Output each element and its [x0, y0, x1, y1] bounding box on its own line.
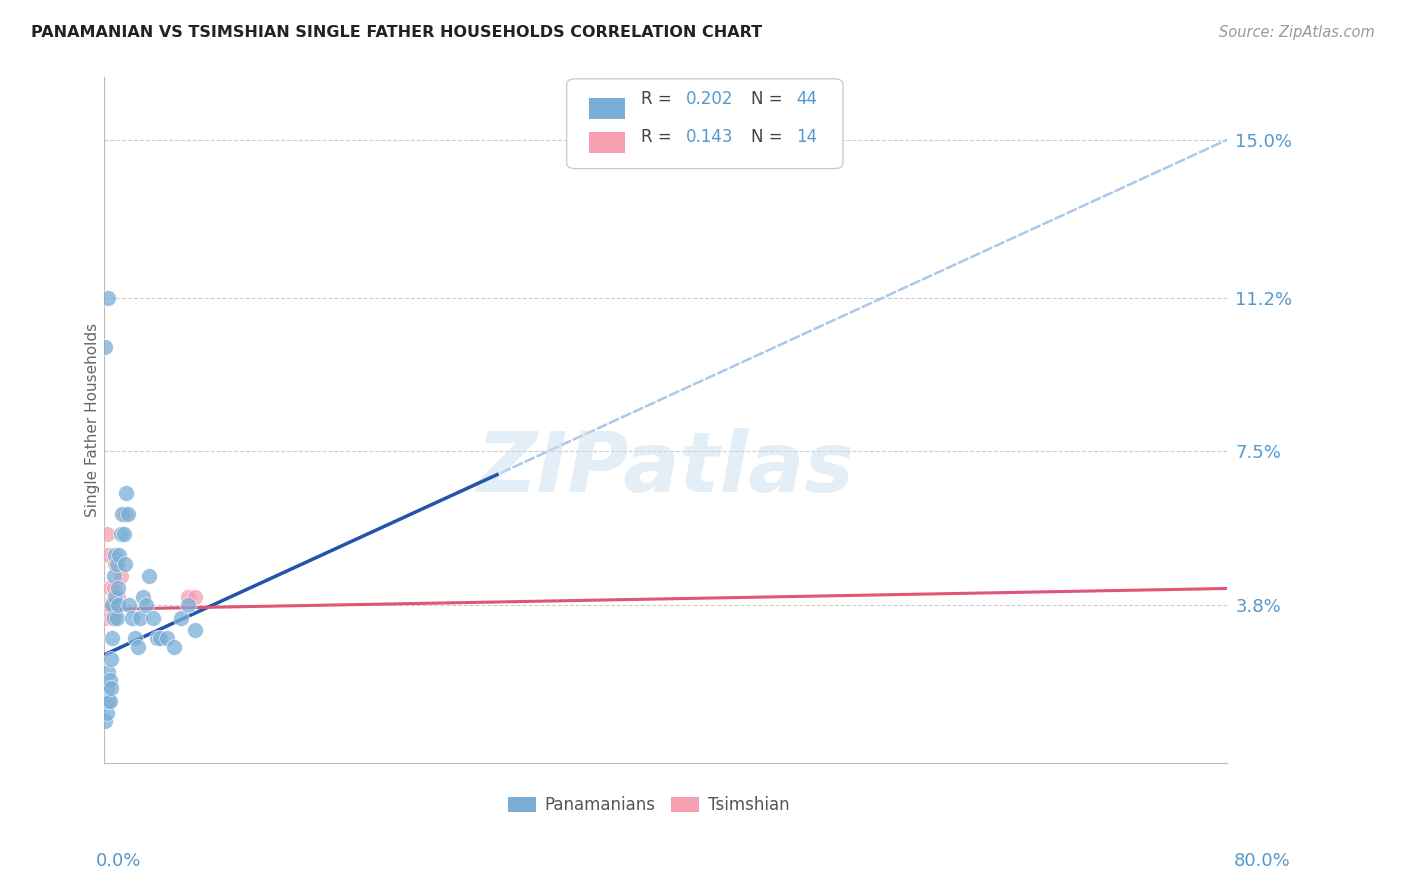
Point: [138, 569, 160, 583]
Text: N =: N =: [751, 90, 787, 108]
FancyBboxPatch shape: [589, 98, 626, 119]
Point: [135, 598, 157, 612]
Point: [177, 590, 200, 604]
Text: 0.202: 0.202: [686, 90, 734, 108]
Point: [124, 632, 146, 646]
Point: [110, 569, 132, 583]
Point: [96, 527, 118, 541]
Point: [103, 610, 125, 624]
Point: [114, 507, 136, 521]
Point: [96, 681, 118, 696]
Point: [97, 598, 120, 612]
Point: [104, 557, 127, 571]
Point: [97, 693, 120, 707]
Text: PANAMANIAN VS TSIMSHIAN SINGLE FATHER HOUSEHOLDS CORRELATION CHART: PANAMANIAN VS TSIMSHIAN SINGLE FATHER HO…: [31, 25, 762, 40]
Point: [97, 548, 120, 562]
Text: Source: ZipAtlas.com: Source: ZipAtlas.com: [1219, 25, 1375, 40]
Point: [121, 610, 143, 624]
Point: [142, 610, 165, 624]
Point: [114, 557, 136, 571]
Point: [104, 548, 127, 562]
Text: 44: 44: [796, 90, 817, 108]
FancyBboxPatch shape: [671, 797, 699, 813]
Point: [117, 507, 139, 521]
Point: [170, 610, 193, 624]
Point: [94, 610, 117, 624]
Point: [104, 590, 127, 604]
Point: [112, 527, 135, 541]
FancyBboxPatch shape: [589, 132, 626, 153]
Point: [98, 693, 121, 707]
Point: [101, 598, 124, 612]
Text: R =: R =: [641, 128, 676, 146]
Y-axis label: Single Father Households: Single Father Households: [86, 323, 100, 517]
Point: [110, 527, 132, 541]
FancyBboxPatch shape: [508, 797, 536, 813]
Point: [103, 569, 125, 583]
Text: Panamanians: Panamanians: [544, 797, 655, 814]
Point: [97, 665, 120, 679]
Point: [98, 582, 121, 596]
Point: [101, 610, 124, 624]
Point: [101, 632, 124, 646]
Point: [118, 598, 141, 612]
Point: [97, 291, 120, 305]
Text: 14: 14: [796, 128, 817, 146]
Text: R =: R =: [641, 90, 676, 108]
Point: [108, 548, 131, 562]
Point: [100, 598, 122, 612]
Point: [115, 486, 138, 500]
Point: [100, 652, 122, 666]
Point: [100, 681, 122, 696]
Point: [184, 590, 207, 604]
Point: [107, 598, 129, 612]
Text: 0.0%: 0.0%: [96, 852, 141, 870]
Point: [105, 610, 128, 624]
Point: [103, 582, 125, 596]
Point: [132, 590, 155, 604]
Point: [149, 632, 172, 646]
Point: [163, 640, 186, 654]
Point: [107, 590, 129, 604]
Point: [94, 341, 117, 355]
Text: 80.0%: 80.0%: [1234, 852, 1291, 870]
Text: ZIPatlas: ZIPatlas: [477, 427, 855, 508]
Point: [105, 557, 128, 571]
Text: 0.143: 0.143: [686, 128, 734, 146]
Point: [98, 673, 121, 687]
Point: [184, 623, 207, 637]
Point: [177, 598, 200, 612]
Point: [156, 632, 179, 646]
Text: Tsimshian: Tsimshian: [709, 797, 790, 814]
Point: [146, 632, 169, 646]
FancyBboxPatch shape: [567, 78, 844, 169]
Point: [94, 714, 117, 729]
Text: N =: N =: [751, 128, 787, 146]
Point: [107, 582, 129, 596]
Point: [96, 706, 118, 720]
Point: [127, 640, 149, 654]
Point: [111, 507, 134, 521]
Point: [129, 610, 152, 624]
